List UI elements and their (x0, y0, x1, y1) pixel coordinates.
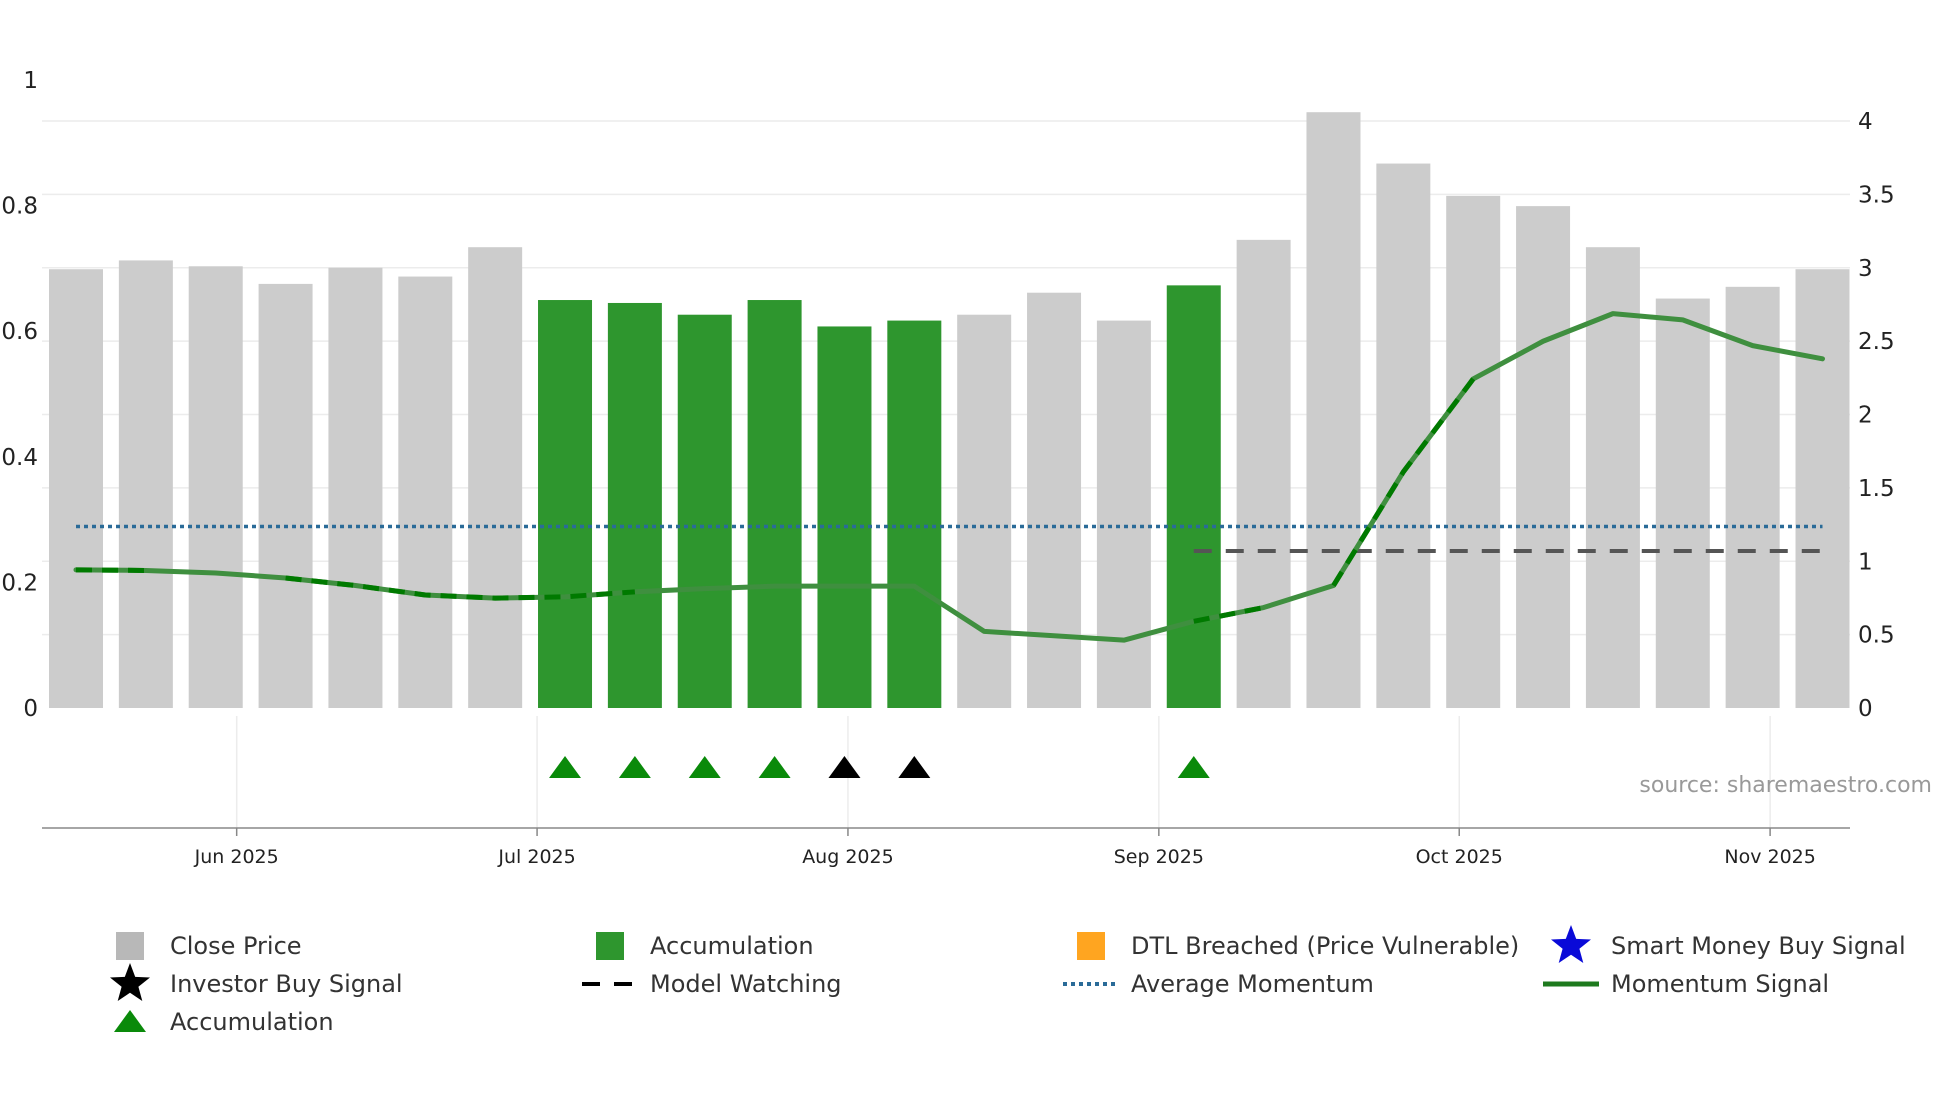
left-axis: 0 0.2 0.4 0.6 0.8 1 (1, 68, 38, 722)
close-price-bar (1376, 163, 1431, 708)
left-axis-tick-label: 1 (23, 68, 38, 94)
right-axis-tick-label: 3.5 (1858, 182, 1895, 208)
close-price-bar (49, 269, 103, 708)
accumulation-bar (1166, 285, 1221, 708)
momentum-signal-dash (1193, 605, 1265, 624)
accumulation-triangle (549, 756, 582, 778)
close-price-bar (1096, 320, 1151, 708)
momentum-signal-dash (75, 567, 146, 573)
accumulation-bar (607, 302, 662, 708)
legend-label: Model Watching (650, 970, 842, 998)
investor-buy-star-icon (110, 963, 150, 1001)
accumulation-bar (747, 300, 802, 708)
right-axis-tick-label: 1 (1858, 549, 1873, 575)
close-price-bar (1027, 292, 1082, 708)
close-price-bar (1446, 195, 1501, 708)
legend-label: Accumulation (650, 932, 814, 960)
lines (73, 311, 1825, 643)
legend-label: Average Momentum (1131, 970, 1374, 998)
close-price-bar (1725, 286, 1780, 708)
momentum-signal-dash (1331, 377, 1476, 587)
signal-markers (549, 756, 1210, 778)
right-axis-tick-label: 4 (1858, 109, 1873, 135)
legend-triangle-icon (114, 1010, 146, 1032)
x-axis-tick-label: Jun 2025 (194, 846, 279, 868)
bars (49, 112, 1850, 709)
x-axis-tick-label: Sep 2025 (1114, 846, 1204, 868)
right-axis-tick-label: 2.5 (1858, 329, 1895, 355)
x-axis-tick-label: Oct 2025 (1416, 846, 1503, 868)
left-axis-tick-label: 0.2 (1, 570, 38, 596)
close-price-bar (1516, 206, 1571, 709)
x-axis-tick-label: Nov 2025 (1724, 846, 1815, 868)
legend-swatch (116, 932, 144, 960)
close-price-bar (118, 260, 173, 708)
legend-label: Close Price (170, 932, 302, 960)
accumulation-bar (817, 326, 872, 708)
legend-label: Accumulation (170, 1008, 334, 1036)
legend-swatch (596, 932, 624, 960)
close-price-bar (1306, 112, 1361, 708)
legend-label: DTL Breached (Price Vulnerable) (1131, 932, 1519, 960)
accumulation-triangle (688, 756, 721, 778)
close-price-bar (1585, 247, 1640, 708)
legend-label: Investor Buy Signal (170, 970, 403, 998)
close-price-bar (957, 314, 1012, 708)
left-axis-tick-label: 0.8 (1, 194, 38, 220)
source-label: source: sharemaestro.com (1639, 773, 1932, 798)
investor-buy-triangle (898, 756, 931, 778)
right-axis-tick-label: 2 (1858, 403, 1873, 429)
x-axis: Jun 2025 Jul 2025 Aug 2025 Sep 2025 Oct 2025… (42, 827, 1850, 868)
close-price-bar (258, 283, 313, 708)
left-axis-tick-label: 0 (23, 696, 38, 722)
accumulation-triangle (1177, 756, 1210, 778)
legend-swatch (1077, 932, 1105, 960)
legend-label: Smart Money Buy Signal (1611, 932, 1906, 960)
momentum-signal-dash (285, 575, 636, 601)
close-price-bar (328, 267, 383, 708)
close-price-bar (1795, 269, 1850, 708)
accumulation-bar (538, 300, 593, 708)
accumulation-bar (677, 314, 732, 708)
grid (42, 120, 1850, 828)
close-price-bar (1236, 239, 1291, 708)
right-axis: 0 0.5 1 1.5 2 2.5 3 3.5 4 (1858, 109, 1895, 722)
smart-money-star-icon (1551, 925, 1591, 963)
accumulation-triangle (758, 756, 791, 778)
x-axis-tick-label: Aug 2025 (802, 846, 894, 868)
x-axis-tick-label: Jul 2025 (497, 846, 575, 868)
close-price-bar (468, 247, 523, 708)
accumulation-bar (887, 320, 942, 708)
legend: Close Price Accumulation DTL Breached (Pri… (110, 925, 1906, 1036)
right-axis-tick-label: 1.5 (1858, 476, 1895, 502)
legend-label: Momentum Signal (1611, 970, 1829, 998)
left-axis-tick-label: 0.4 (1, 445, 38, 471)
close-price-bar (1655, 298, 1710, 708)
right-axis-tick-label: 0 (1858, 696, 1873, 722)
close-price-bar (188, 266, 243, 708)
investor-buy-triangle (828, 756, 861, 778)
close-price-bar (398, 276, 453, 708)
left-axis-tick-label: 0.6 (1, 319, 38, 345)
right-axis-tick-label: 3 (1858, 256, 1873, 282)
accumulation-triangle (618, 756, 651, 778)
right-axis-tick-label: 0.5 (1858, 623, 1895, 649)
